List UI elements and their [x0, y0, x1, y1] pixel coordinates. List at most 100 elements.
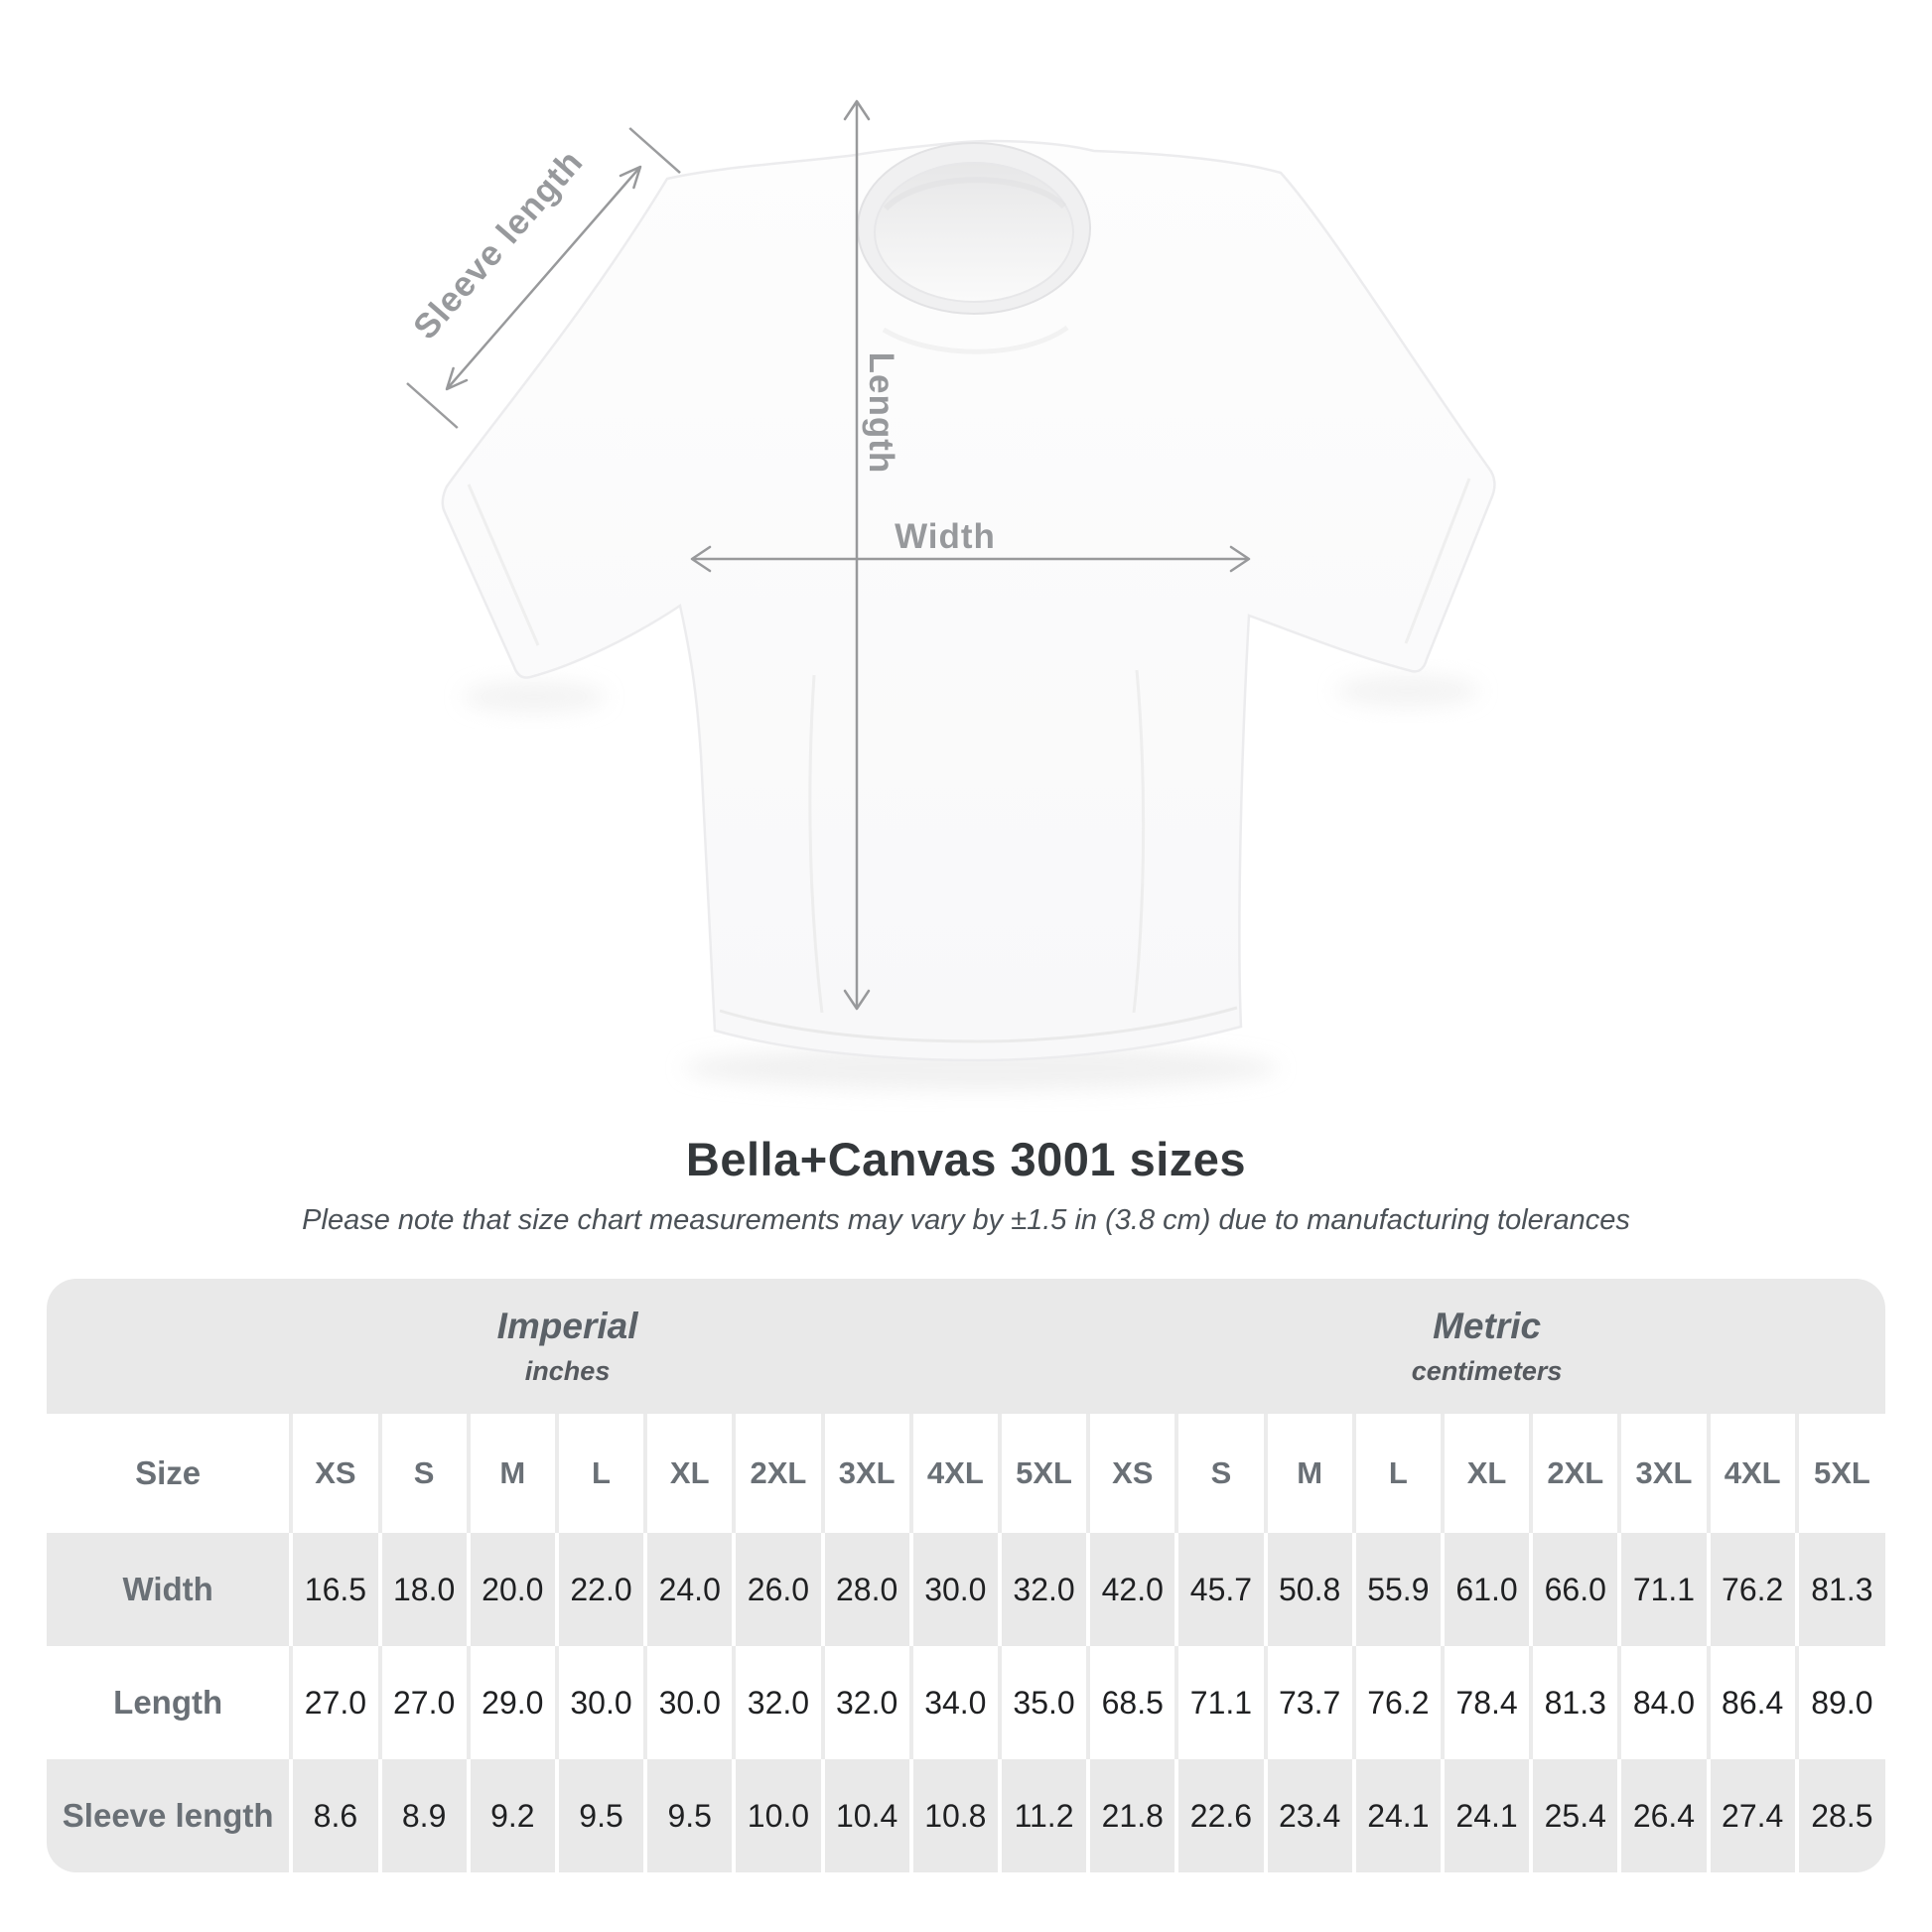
row-label: Width	[47, 1533, 292, 1646]
value-cell: 27.4	[1706, 1759, 1797, 1872]
value-cell: 22.6	[1174, 1759, 1266, 1872]
value-cell: 25.4	[1529, 1759, 1620, 1872]
value-cell: 42.0	[1086, 1533, 1177, 1646]
value-cell: 10.8	[908, 1759, 1000, 1872]
unit-header-row: Imperial inches Metric centimeters	[47, 1279, 1885, 1414]
value-cell: 68.5	[1086, 1646, 1177, 1759]
length-label: Length	[862, 352, 900, 475]
size-header-cell: XS	[1086, 1414, 1177, 1533]
value-cell: 24.1	[1351, 1759, 1443, 1872]
value-cell: 71.1	[1617, 1533, 1709, 1646]
size-header-cell: L	[554, 1414, 646, 1533]
value-cell: 81.3	[1529, 1646, 1620, 1759]
value-cell: 71.1	[1174, 1646, 1266, 1759]
metric-sublabel: centimeters	[1411, 1356, 1563, 1386]
shirt-body	[441, 139, 1496, 1062]
table-row: Length 27.0 27.0 29.0 30.0 30.0 32.0 32.0 34.0 35…	[47, 1646, 1885, 1759]
size-table-grid: Imperial inches Metric centimeters Size …	[47, 1279, 1885, 1872]
metric-label: Metric	[1433, 1306, 1542, 1346]
size-header-cell: M	[466, 1414, 557, 1533]
value-cell: 32.0	[820, 1646, 911, 1759]
size-header-cell: S	[377, 1414, 469, 1533]
value-cell: 76.2	[1706, 1533, 1797, 1646]
unit-header-metric: Metric centimeters	[1088, 1279, 1885, 1414]
page-title: Bella+Canvas 3001 sizes	[685, 1133, 1247, 1185]
value-cell: 8.6	[289, 1759, 380, 1872]
imperial-label: Imperial	[496, 1306, 638, 1346]
value-cell: 89.0	[1794, 1646, 1885, 1759]
width-label: Width	[895, 517, 996, 556]
size-header-cell: L	[1351, 1414, 1443, 1533]
value-cell: 24.1	[1440, 1759, 1532, 1872]
value-cell: 24.0	[643, 1533, 735, 1646]
value-cell: 50.8	[1263, 1533, 1354, 1646]
value-cell: 21.8	[1086, 1759, 1177, 1872]
size-header-cell: 5XL	[1794, 1414, 1885, 1533]
value-cell: 81.3	[1794, 1533, 1885, 1646]
size-corner-label: Size	[47, 1414, 292, 1533]
size-header-cell: 4XL	[1706, 1414, 1797, 1533]
value-cell: 8.9	[377, 1759, 469, 1872]
value-cell: 30.0	[643, 1646, 735, 1759]
value-cell: 28.0	[820, 1533, 911, 1646]
size-header-cell: 4XL	[908, 1414, 1000, 1533]
value-cell: 84.0	[1617, 1646, 1709, 1759]
value-cell: 73.7	[1263, 1646, 1354, 1759]
value-cell: 30.0	[908, 1533, 1000, 1646]
value-cell: 9.5	[643, 1759, 735, 1872]
value-cell: 29.0	[466, 1646, 557, 1759]
size-table: Imperial inches Metric centimeters Size …	[47, 1279, 1885, 1872]
shirt-collar	[857, 142, 1091, 315]
value-cell: 66.0	[1529, 1533, 1620, 1646]
value-cell: 20.0	[466, 1533, 557, 1646]
value-cell: 32.0	[732, 1646, 823, 1759]
unit-header-imperial: Imperial inches	[47, 1279, 1089, 1414]
value-cell: 10.0	[732, 1759, 823, 1872]
value-cell: 55.9	[1351, 1533, 1443, 1646]
page-subtitle: Please note that size chart measurements…	[302, 1204, 1630, 1236]
value-cell: 16.5	[289, 1533, 380, 1646]
size-header-cell: 3XL	[1617, 1414, 1709, 1533]
imperial-sublabel: inches	[524, 1356, 611, 1386]
value-cell: 61.0	[1440, 1533, 1532, 1646]
size-table-body: Width 16.5 18.0 20.0 22.0 24.0 26.0 28.0 30.0 32.…	[47, 1533, 1885, 1872]
size-header-row: Size XS S M L XL 2XL 3XL 4XL 5XL XS S M L XL 2XL 3XL 4XL…	[47, 1414, 1885, 1533]
sleeve-length-arrow	[406, 127, 681, 429]
size-header-cell: XL	[643, 1414, 735, 1533]
fabric-folds	[467, 325, 1471, 1043]
size-header-cell: M	[1263, 1414, 1354, 1533]
value-cell: 23.4	[1263, 1759, 1354, 1872]
row-label: Length	[47, 1646, 292, 1759]
size-header-cell: 2XL	[1529, 1414, 1620, 1533]
value-cell: 86.4	[1706, 1646, 1797, 1759]
value-cell: 34.0	[908, 1646, 1000, 1759]
shirt-shadow	[463, 675, 1479, 1090]
size-header-cell: XL	[1440, 1414, 1532, 1533]
sleeve-length-label: Sleeve length	[406, 143, 591, 347]
width-arrow	[690, 545, 1251, 573]
value-cell: 27.0	[377, 1646, 469, 1759]
value-cell: 26.4	[1617, 1759, 1709, 1872]
size-header-cell: 2XL	[732, 1414, 823, 1533]
size-header-cell: 3XL	[820, 1414, 911, 1533]
size-header-cell: S	[1174, 1414, 1266, 1533]
value-cell: 78.4	[1440, 1646, 1532, 1759]
value-cell: 26.0	[732, 1533, 823, 1646]
value-cell: 10.4	[820, 1759, 911, 1872]
value-cell: 27.0	[289, 1646, 380, 1759]
table-row: Width 16.5 18.0 20.0 22.0 24.0 26.0 28.0 30.0 32.…	[47, 1533, 1885, 1646]
heading-block: Bella+Canvas 3001 sizes Please note that…	[0, 1132, 1932, 1237]
value-cell: 9.5	[554, 1759, 646, 1872]
row-label: Sleeve length	[47, 1759, 292, 1872]
value-cell: 32.0	[997, 1533, 1089, 1646]
value-cell: 28.5	[1794, 1759, 1885, 1872]
length-arrow	[843, 99, 871, 1011]
table-row: Sleeve length 8.6 8.9 9.2 9.5 9.5 10.0 10.4 10.8…	[47, 1759, 1885, 1872]
value-cell: 22.0	[554, 1533, 646, 1646]
value-cell: 18.0	[377, 1533, 469, 1646]
value-cell: 45.7	[1174, 1533, 1266, 1646]
shirt-diagram: Length Width Sleeve length	[406, 99, 1496, 1090]
value-cell: 76.2	[1351, 1646, 1443, 1759]
size-header-cell: XS	[289, 1414, 380, 1533]
